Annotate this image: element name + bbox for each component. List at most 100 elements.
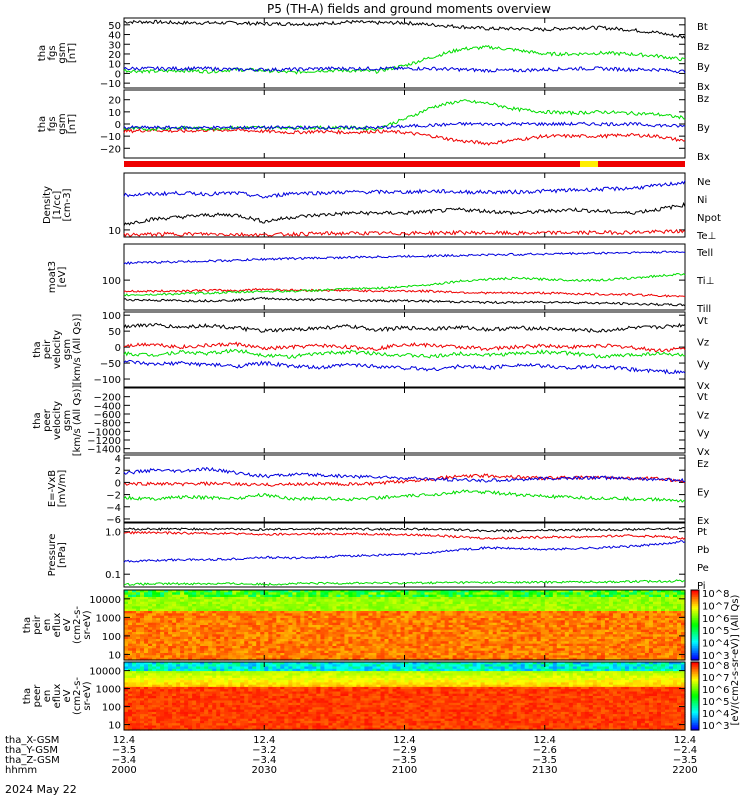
spectrogram-cell	[444, 594, 450, 598]
spectrogram-cell	[300, 590, 305, 593]
spectrogram-cell	[600, 641, 606, 645]
spectrogram-cell	[448, 620, 454, 624]
spectrogram-cell	[408, 599, 414, 603]
spectrogram-cell	[652, 599, 658, 603]
spectrogram-cell	[192, 666, 197, 670]
spectrogram-cell	[320, 625, 325, 628]
spectrogram-cell	[136, 641, 141, 645]
spectrogram-cell	[484, 666, 490, 670]
spectrogram-cell	[216, 590, 221, 593]
spectrogram-cell	[665, 639, 670, 642]
spectrogram-cell	[376, 615, 381, 619]
spectrogram-cell	[176, 655, 181, 659]
spectrogram-cell	[540, 641, 546, 645]
spectrogram-cell	[424, 655, 430, 659]
spectrogram-cell	[392, 648, 398, 652]
spectrogram-cell	[152, 653, 157, 656]
spectrogram-cell	[212, 599, 217, 603]
spectrogram-cell	[384, 666, 390, 670]
spectrogram-cell	[580, 615, 586, 619]
spectrogram-cell	[424, 650, 430, 654]
spectrogram-cell	[312, 655, 317, 659]
colorbar-cell	[691, 651, 699, 654]
spectrogram-cell	[428, 601, 434, 605]
spectrogram-cell	[232, 648, 237, 652]
spectrogram-cell	[288, 655, 293, 659]
spectrogram-cell	[632, 636, 638, 640]
spectrogram-cell	[556, 632, 562, 635]
spectrogram-cell	[580, 643, 586, 647]
spectrogram-cell	[244, 641, 249, 645]
spectrogram-cell	[384, 613, 390, 617]
spectrogram-cell	[296, 627, 301, 631]
spectrogram-cell	[188, 653, 193, 656]
spectrogram-cell	[148, 622, 153, 626]
spectrogram-cell	[460, 601, 466, 605]
spectrogram-cell	[472, 657, 478, 661]
spectrogram-cell	[372, 608, 377, 612]
spectrogram-cell	[404, 627, 410, 631]
spectrogram-cell	[332, 646, 337, 649]
spectrogram-cell	[184, 657, 189, 661]
spectrogram-cell	[624, 641, 630, 645]
spectrogram-cell	[384, 618, 390, 621]
spectrogram-cell	[428, 632, 434, 635]
spectrogram-cell	[444, 641, 450, 645]
spectrogram-cell	[312, 611, 317, 614]
spectrogram-cell	[192, 590, 197, 593]
spectrogram-cell	[576, 636, 582, 640]
spectrogram-cell	[388, 666, 394, 670]
spectrogram-cell	[480, 611, 486, 614]
spectrogram-cell	[640, 636, 646, 640]
spectrogram-cell	[316, 608, 321, 612]
spectrogram-cell	[128, 599, 133, 603]
spectrogram-cell	[608, 627, 614, 631]
spectrogram-cell	[364, 632, 369, 635]
spectrogram-cell	[472, 632, 478, 635]
spectrogram-cell	[420, 632, 426, 635]
spectrogram-cell	[452, 608, 458, 612]
spectrogram-cell	[396, 622, 402, 626]
spectrogram-cell	[540, 601, 546, 605]
spectrogram-cell	[400, 641, 406, 645]
spectrogram-cell	[464, 599, 470, 603]
spectrogram-cell	[368, 655, 373, 659]
spectrogram-cell	[348, 613, 353, 617]
spectrogram-cell	[432, 648, 438, 652]
spectrogram-cell	[248, 646, 253, 649]
spectrogram-cell	[568, 590, 574, 593]
spectrogram-cell	[436, 646, 442, 649]
spectrogram-cell	[344, 664, 349, 668]
spectrogram-cell	[444, 622, 450, 626]
spectrogram-cell	[604, 666, 610, 670]
spectrogram-cell	[212, 664, 217, 668]
spectrogram-cell	[244, 618, 249, 621]
spectrogram-cell	[260, 629, 265, 633]
spectrogram-cell	[480, 608, 486, 612]
spectrogram-cell	[268, 597, 273, 600]
spectrogram-cell	[212, 594, 217, 598]
spectrogram-cell	[200, 629, 205, 633]
spectrogram-cell	[176, 613, 181, 617]
spectrogram-cell	[548, 643, 554, 647]
spectrogram-cell	[128, 625, 133, 628]
spectrogram-cell	[380, 662, 386, 665]
spectrogram-cell	[628, 634, 634, 638]
spectrogram-cell	[240, 627, 245, 631]
spectrogram-cell	[416, 646, 422, 649]
spectrogram-cell	[416, 657, 422, 661]
spectrogram-cell	[396, 601, 402, 605]
spectrogram-cell	[232, 611, 237, 614]
spectrogram-cell	[540, 666, 546, 670]
spectrogram-cell	[364, 615, 369, 619]
spectrogram-cell	[396, 627, 402, 631]
spectrogram-cell	[472, 634, 478, 638]
spectrogram-cell	[264, 662, 269, 665]
spectrogram-cell	[592, 629, 598, 633]
spectrogram-cell	[624, 615, 630, 619]
spectrogram-cell	[292, 650, 297, 654]
series-line-Ez	[123, 473, 686, 487]
spectrogram-cell	[172, 643, 177, 647]
spectrogram-cell	[500, 657, 506, 661]
spectrogram-cell	[144, 643, 149, 647]
